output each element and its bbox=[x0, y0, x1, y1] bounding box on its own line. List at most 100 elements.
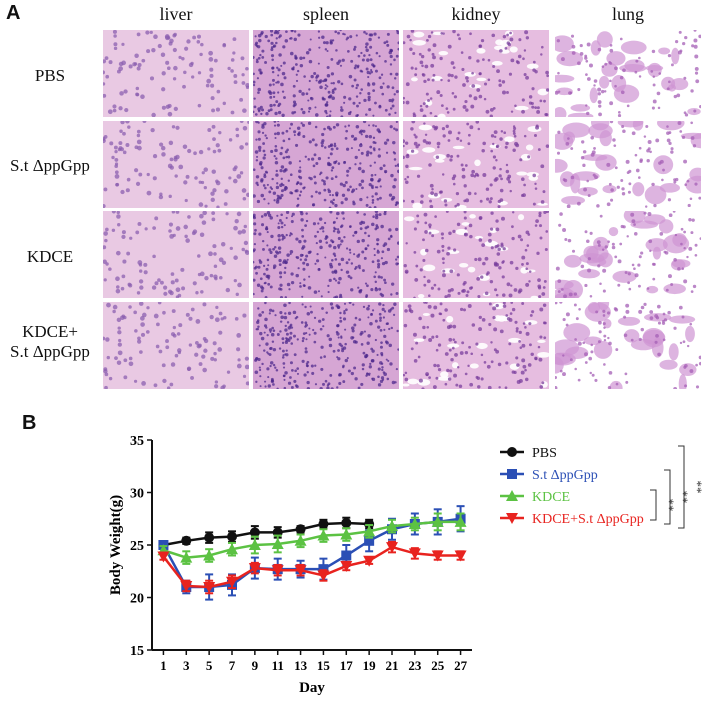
legend-marker bbox=[506, 513, 518, 524]
x-tick-label: 25 bbox=[431, 658, 445, 673]
histology-image-kidney-row3 bbox=[403, 211, 549, 298]
data-point bbox=[248, 563, 261, 575]
data-point bbox=[431, 550, 444, 562]
data-point bbox=[294, 565, 307, 577]
series-line bbox=[163, 520, 461, 559]
row-label-kdce-st: KDCE+ S.t ΔppGpp bbox=[10, 322, 90, 361]
histology-image-lung-row1 bbox=[555, 30, 701, 117]
data-point bbox=[271, 537, 284, 549]
panel-b-label: B bbox=[22, 412, 37, 434]
data-point bbox=[204, 532, 215, 543]
x-tick-label: 17 bbox=[340, 658, 354, 673]
y-tick-label: 30 bbox=[130, 487, 144, 502]
row-label-st: S.t ΔppGpp bbox=[10, 156, 90, 175]
data-point bbox=[226, 576, 238, 588]
row-label-kdce: KDCE bbox=[26, 247, 74, 266]
data-point bbox=[454, 515, 467, 527]
data-point bbox=[226, 543, 238, 555]
bracket-line bbox=[664, 469, 671, 525]
legend-item-2: KDCE bbox=[500, 490, 570, 505]
data-point bbox=[249, 527, 260, 538]
column-label-lung: lung bbox=[611, 4, 644, 24]
histology-image-liver-row2 bbox=[103, 121, 249, 208]
data-point bbox=[180, 580, 193, 592]
histology-image-kidney-row2 bbox=[403, 121, 549, 208]
series-3 bbox=[157, 540, 467, 595]
x-tick-label: 15 bbox=[317, 658, 331, 673]
data-point bbox=[408, 518, 421, 529]
y-axis-title: Body Weight(g) bbox=[108, 495, 124, 595]
data-point bbox=[364, 519, 375, 529]
legend-item-0: PBS bbox=[500, 446, 557, 461]
data-point bbox=[408, 548, 421, 560]
y-tick-label: 35 bbox=[130, 434, 144, 449]
row-label-pbs: PBS bbox=[34, 66, 66, 85]
histology-image-liver-row4 bbox=[103, 302, 249, 389]
data-point bbox=[203, 582, 216, 593]
histology-image-lung-row4 bbox=[555, 302, 701, 389]
data-point bbox=[181, 535, 192, 546]
x-tick-label: 23 bbox=[408, 658, 422, 673]
column-label-spleen: spleen bbox=[303, 4, 349, 24]
legend-marker bbox=[507, 447, 517, 457]
histology-image-lung-row3 bbox=[555, 211, 701, 298]
data-point bbox=[341, 517, 352, 528]
data-point bbox=[386, 520, 398, 532]
data-point bbox=[340, 561, 353, 572]
histology-image-liver-row1 bbox=[103, 30, 249, 117]
legend-item-3: KDCE+S.t ΔppGpp bbox=[500, 512, 644, 527]
y-tick-label: 15 bbox=[130, 644, 144, 659]
legend-marker bbox=[506, 490, 518, 501]
x-tick-label: 21 bbox=[386, 658, 399, 673]
y-tick-label: 25 bbox=[130, 539, 144, 554]
data-point bbox=[386, 542, 398, 554]
x-tick-label: 5 bbox=[206, 658, 213, 673]
data-point bbox=[180, 551, 193, 563]
histology-image-liver-row3 bbox=[103, 211, 249, 298]
panel-a-label: A bbox=[6, 2, 21, 24]
data-point bbox=[363, 525, 376, 537]
data-point bbox=[431, 515, 444, 527]
histology-image-spleen-row3 bbox=[253, 211, 399, 298]
histology-image-kidney-row4 bbox=[403, 302, 549, 389]
data-point bbox=[157, 551, 170, 563]
legend-label: PBS bbox=[532, 446, 557, 461]
data-point bbox=[271, 565, 284, 577]
y-tick-label: 20 bbox=[130, 592, 144, 607]
data-point bbox=[317, 570, 330, 582]
x-tick-label: 27 bbox=[454, 658, 468, 673]
x-tick-label: 9 bbox=[252, 658, 259, 673]
histology-image-spleen-row4 bbox=[253, 302, 399, 389]
data-point bbox=[295, 524, 306, 535]
data-point bbox=[364, 535, 375, 546]
data-point bbox=[317, 529, 330, 541]
legend-label: S.t ΔppGpp bbox=[532, 468, 598, 483]
data-point bbox=[340, 528, 353, 540]
data-point bbox=[454, 550, 467, 562]
legend-marker bbox=[507, 469, 517, 479]
data-point bbox=[341, 550, 352, 561]
data-point bbox=[363, 555, 376, 567]
legend-label: KDCE+S.t ΔppGpp bbox=[532, 512, 644, 527]
x-tick-label: 7 bbox=[229, 658, 236, 673]
chart-series bbox=[157, 505, 467, 601]
x-tick-label: 13 bbox=[294, 658, 308, 673]
legend-item-1: S.t ΔppGpp bbox=[500, 468, 598, 483]
significance-label: ** bbox=[690, 481, 705, 494]
significance-bracket-0: ** bbox=[650, 489, 677, 521]
data-point bbox=[227, 531, 237, 542]
significance-brackets: ****** bbox=[650, 445, 705, 529]
x-axis-title: Day bbox=[299, 680, 325, 696]
bracket-line bbox=[678, 445, 685, 529]
significance-bracket-2: ** bbox=[678, 445, 705, 529]
x-tick-label: 19 bbox=[363, 658, 377, 673]
histology-image-spleen-row1 bbox=[253, 30, 399, 117]
histology-image-kidney-row1 bbox=[403, 30, 549, 117]
data-point bbox=[318, 519, 329, 529]
histology-image-spleen-row2 bbox=[253, 121, 399, 208]
series-line bbox=[163, 521, 370, 547]
x-tick-label: 1 bbox=[160, 658, 167, 673]
data-point bbox=[203, 549, 216, 561]
